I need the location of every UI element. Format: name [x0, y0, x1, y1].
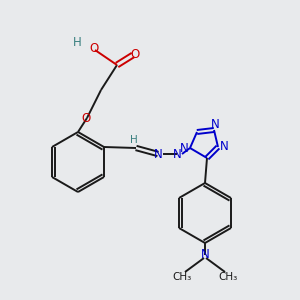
Text: O: O [130, 47, 140, 61]
Text: N: N [154, 148, 162, 160]
Text: CH₃: CH₃ [172, 272, 192, 282]
Text: N: N [201, 248, 209, 262]
Text: O: O [81, 112, 91, 124]
Text: N: N [220, 140, 228, 154]
Text: CH₃: CH₃ [218, 272, 238, 282]
Text: H: H [73, 35, 81, 49]
Text: O: O [89, 43, 99, 56]
Text: N: N [211, 118, 219, 130]
Text: H: H [130, 135, 138, 145]
Text: N: N [172, 148, 182, 160]
Text: N: N [180, 142, 188, 154]
